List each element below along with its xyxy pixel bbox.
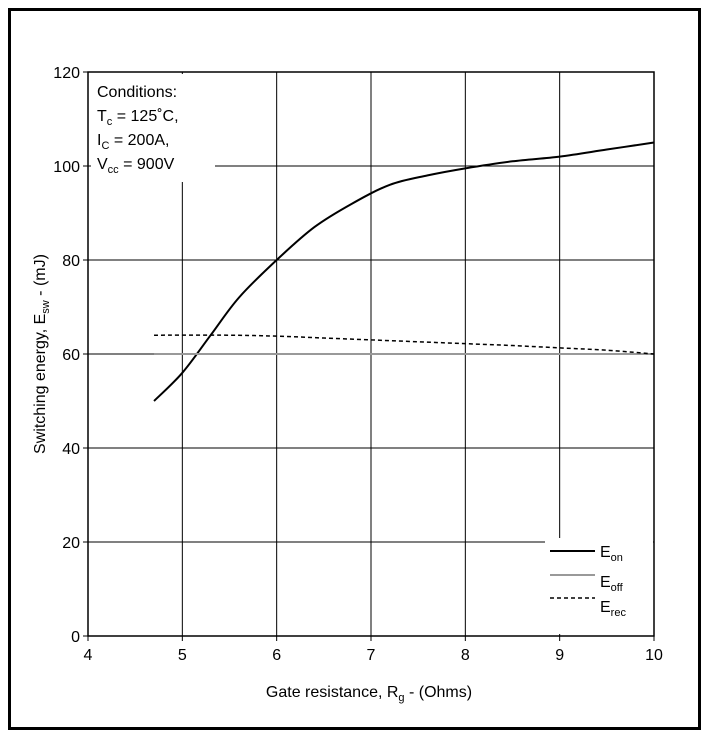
condition-temperature: Tc = 125˚C, <box>97 108 179 128</box>
series-line-rec <box>154 334 655 355</box>
x-tick-label: 9 <box>555 647 564 664</box>
legend-label-eon: Eon <box>600 544 623 564</box>
chart-frame <box>8 8 701 730</box>
x-tick-label: 10 <box>645 647 663 664</box>
series-line-on <box>153 141 655 402</box>
conditions-background <box>91 74 215 182</box>
legend-label-eoff: Eoff <box>600 574 624 594</box>
x-tick-label: 4 <box>84 647 93 664</box>
x-tick-label: 8 <box>461 647 470 664</box>
legend-label-erec: Erec <box>600 599 626 619</box>
y-axis-label: Switching energy, Esw - (mJ) <box>32 254 52 454</box>
legend-background <box>545 538 653 634</box>
y-tick-label: 20 <box>62 535 80 552</box>
conditions-annotation: Conditions: Tc = 125˚C, IC = 200A, Vcc =… <box>91 74 215 182</box>
y-tick-label: 40 <box>62 441 80 458</box>
y-tick-label: 100 <box>53 159 80 176</box>
y-tick-label: 0 <box>71 629 80 646</box>
x-tick-label: 5 <box>178 647 187 664</box>
x-axis-label: Gate resistance, Rg - (Ohms) <box>266 684 472 704</box>
series-layer <box>153 141 655 402</box>
x-tick-label: 7 <box>367 647 376 664</box>
y-tick-label: 80 <box>62 253 80 270</box>
condition-current: IC = 200A, <box>97 132 169 152</box>
conditions-heading: Conditions: <box>97 84 177 101</box>
y-tick-label: 60 <box>62 347 80 364</box>
legend: Eon Eoff Erec <box>545 538 653 634</box>
x-tick-label: 6 <box>272 647 281 664</box>
condition-voltage: Vcc = 900V <box>97 156 175 176</box>
y-tick-label: 120 <box>53 65 80 82</box>
